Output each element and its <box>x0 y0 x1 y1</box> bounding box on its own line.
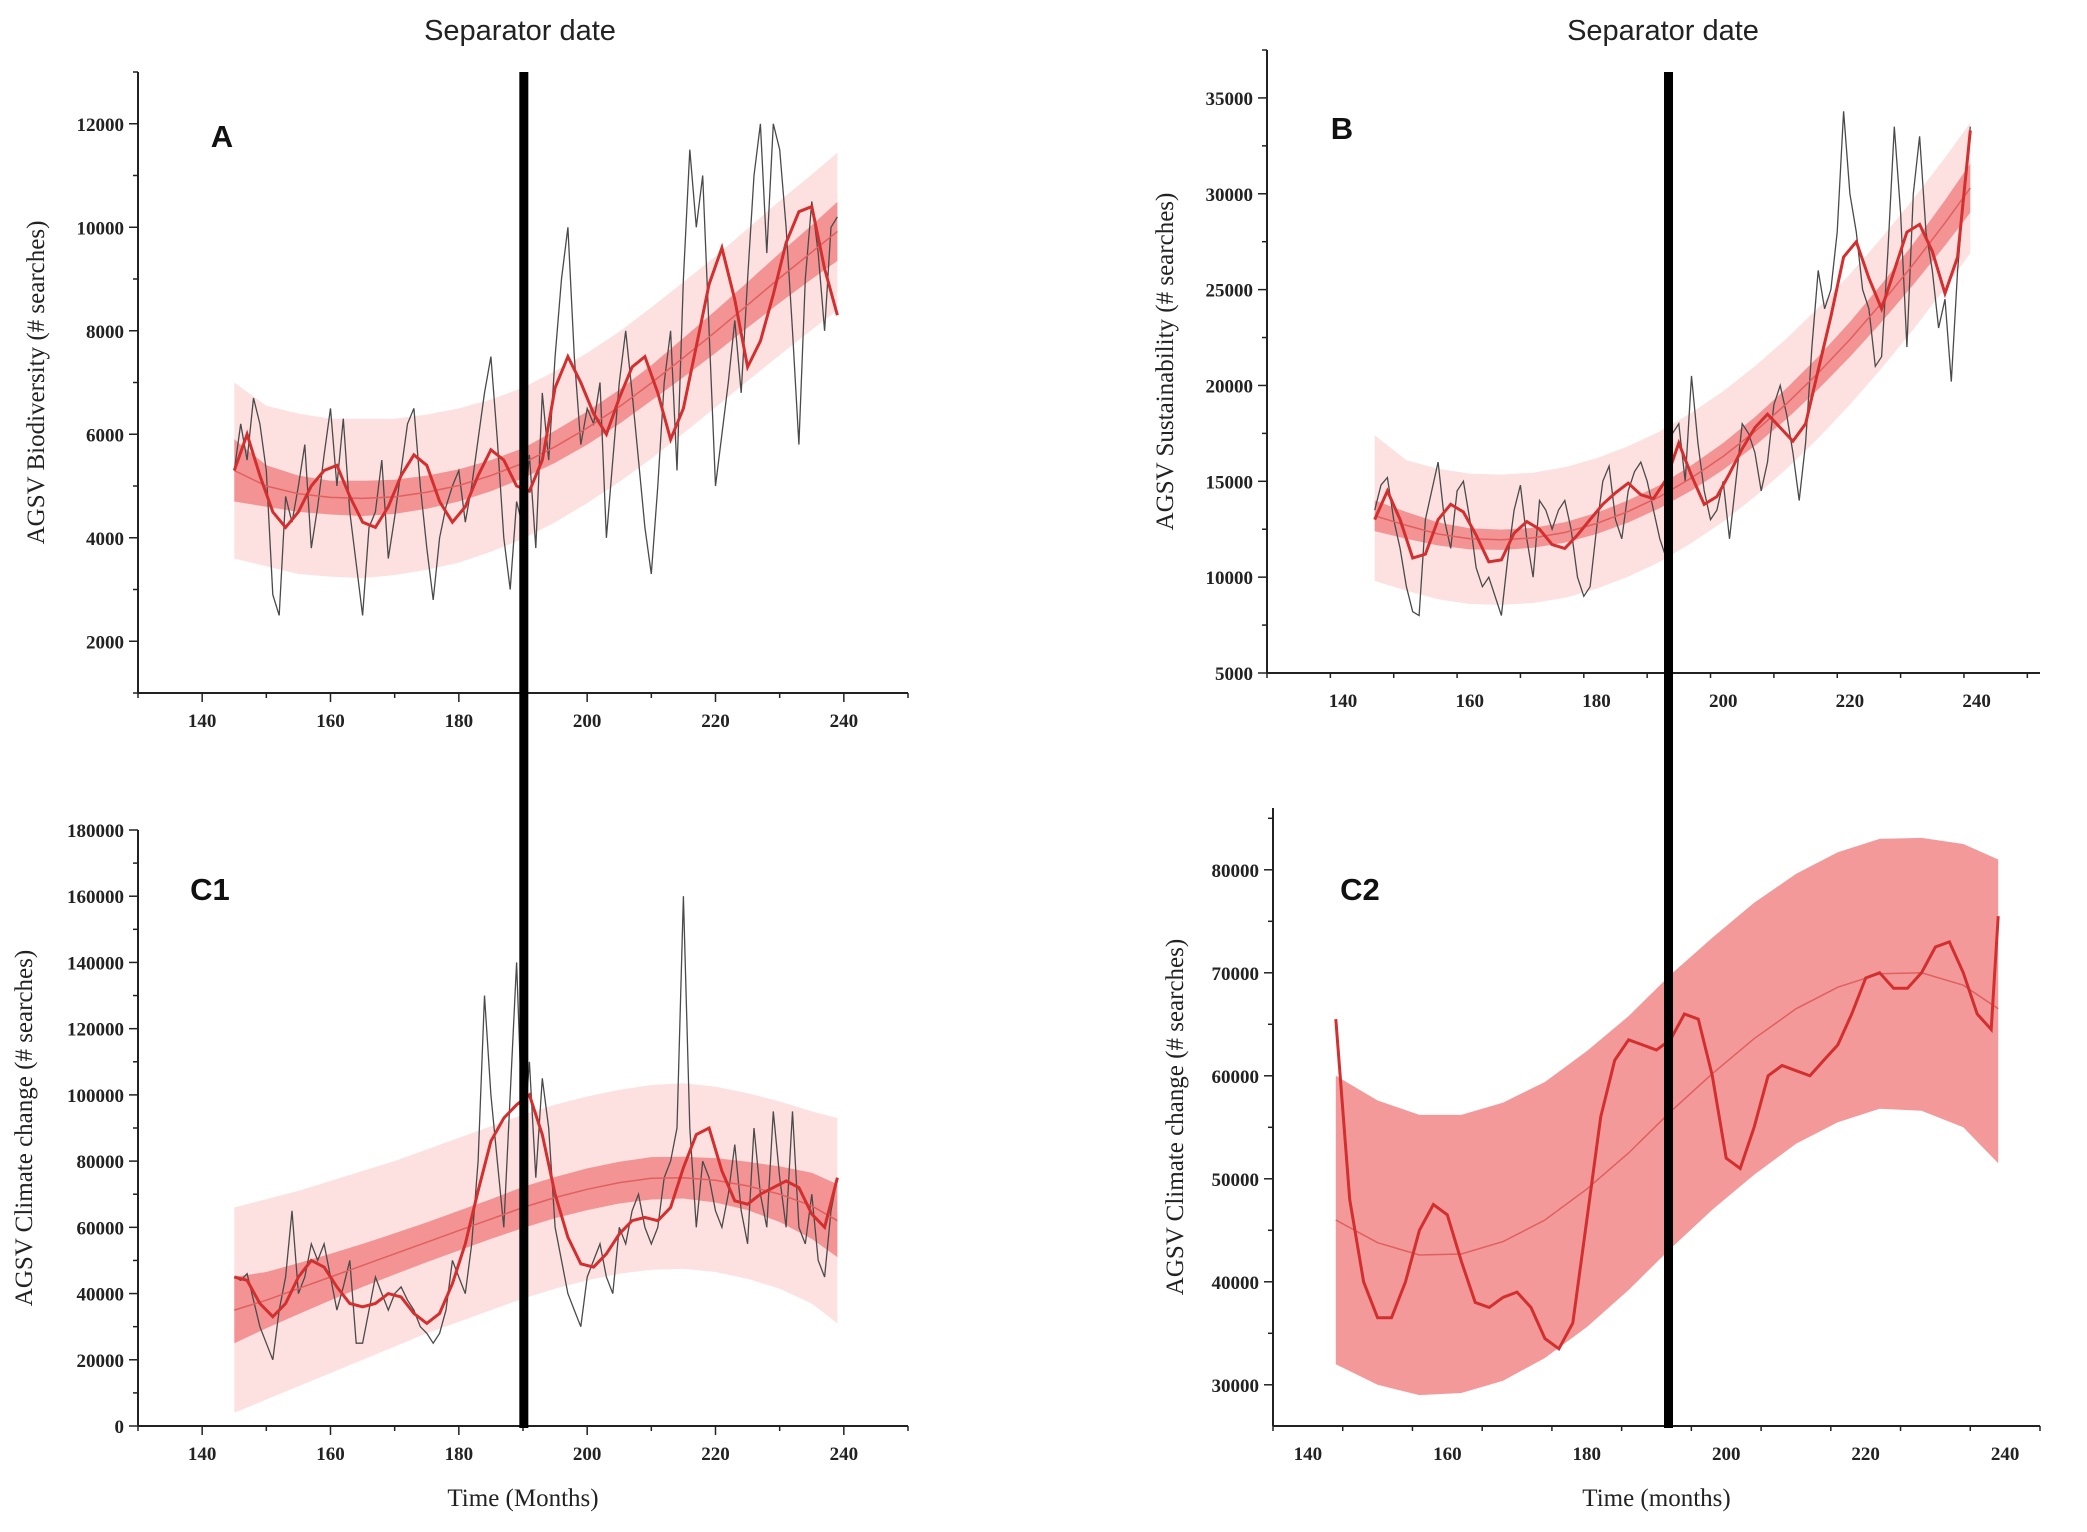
b-y-axis-title: AGSV Sustainability (# searches) <box>1152 193 1179 531</box>
b-fit-line <box>1374 187 1971 541</box>
a-smoothed-series-line <box>232 204 839 530</box>
c2-y-tick-label: 50000 <box>1212 1170 1260 1191</box>
a-y-axis-title: AGSV Biodiversity (# searches) <box>23 221 50 545</box>
c1-y-tick-label: 180000 <box>67 821 124 842</box>
b-y-tick-label: 30000 <box>1206 185 1254 206</box>
c1-fit-line <box>234 1176 838 1311</box>
c2-x-tick-label: 140 <box>1294 1444 1323 1465</box>
a-x-tick-label: 200 <box>573 711 602 732</box>
a-y-tick-label: 2000 <box>86 632 124 653</box>
a-y-tick-label: 12000 <box>77 115 125 136</box>
c1-y-tick-label: 20000 <box>77 1351 125 1372</box>
c1-y-tick-label: 80000 <box>77 1152 125 1173</box>
b-y-tick-label: 35000 <box>1206 89 1254 110</box>
c2-y-tick-label: 70000 <box>1212 964 1260 985</box>
b-x-tick-label: 240 <box>1962 691 1991 712</box>
c2-x-tick-label: 180 <box>1573 1444 1602 1465</box>
b-panel-label: B <box>1331 111 1353 146</box>
b-y-tick-label: 25000 <box>1206 281 1254 302</box>
a-y-tick-label: 10000 <box>77 218 125 239</box>
b-y-tick-label: 5000 <box>1215 664 1253 685</box>
a-prediction-band <box>234 152 838 579</box>
c2-panel-label: C2 <box>1340 872 1380 907</box>
separator-date-label-left: Separator date <box>424 15 616 47</box>
a-raw-series-line <box>233 123 838 616</box>
c1-y-tick-label: 40000 <box>77 1285 125 1306</box>
panel-c2-chart: 140 160 180 200 220 240 30000 40000 50000 60000 70… <box>1162 808 2041 1512</box>
c1-x-tick-label: 180 <box>445 1444 474 1465</box>
c2-x-tick-label: 220 <box>1851 1444 1880 1465</box>
c2-x-tick-label: 200 <box>1712 1444 1741 1465</box>
a-y-tick-label: 4000 <box>86 529 124 550</box>
c1-x-tick-label: 140 <box>188 1444 217 1465</box>
a-x-tick-label: 140 <box>188 711 217 732</box>
c1-panel-label: C1 <box>190 872 230 907</box>
c2-y-axis-title: AGSV Climate change (# searches) <box>1162 939 1189 1295</box>
c1-y-tick-label: 160000 <box>67 887 124 908</box>
separator-date-label-right: Separator date <box>1567 15 1759 47</box>
c2-y-tick-label: 80000 <box>1212 861 1260 882</box>
panel-c1-chart: 140 160 180 200 220 240 0 20000 40000 60000 80000 1… <box>11 821 909 1512</box>
c1-y-tick-label: 140000 <box>67 953 124 974</box>
c1-x-axis-title: Time (Months) <box>447 1485 598 1512</box>
a-confidence-band <box>234 201 838 516</box>
c1-y-axis-title: AGSV Climate change (# searches) <box>11 950 38 1306</box>
c2-x-tick-label: 160 <box>1433 1444 1462 1465</box>
a-x-tick-label: 180 <box>445 711 474 732</box>
a-x-tick-label: 160 <box>316 711 345 732</box>
b-y-tick-label: 20000 <box>1206 376 1254 397</box>
c1-confidence-band <box>234 1156 838 1344</box>
c2-y-tick-label: 40000 <box>1212 1273 1260 1294</box>
c1-y-tick-label: 100000 <box>67 1086 124 1107</box>
a-y-tick-label: 6000 <box>86 425 124 446</box>
c2-y-tick-label: 60000 <box>1212 1067 1260 1088</box>
a-fit-line <box>233 230 838 500</box>
c2-y-tick-label: 30000 <box>1212 1376 1260 1397</box>
c1-raw-series-line <box>234 896 839 1361</box>
b-x-tick-label: 220 <box>1836 691 1865 712</box>
b-prediction-band <box>1374 122 1971 605</box>
c1-y-tick-label: 60000 <box>77 1218 125 1239</box>
c1-y-tick-label: 120000 <box>67 1020 124 1041</box>
c2-x-axis-title: Time (months) <box>1582 1485 1730 1512</box>
b-x-tick-label: 140 <box>1329 691 1358 712</box>
c1-x-tick-label: 220 <box>701 1444 730 1465</box>
panel-a-chart: 140 160 180 200 220 240 2000 4000 6000 8000 10000 1… <box>23 71 909 732</box>
a-x-tick-label: 220 <box>701 711 730 732</box>
c1-x-tick-label: 160 <box>316 1444 345 1465</box>
b-y-tick-label: 15000 <box>1206 472 1254 493</box>
b-x-tick-label: 180 <box>1582 691 1611 712</box>
a-y-tick-label: 8000 <box>86 322 124 343</box>
c2-x-tick-label: 240 <box>1991 1444 2020 1465</box>
a-panel-label: A <box>211 119 233 154</box>
c1-x-tick-label: 240 <box>830 1444 859 1465</box>
c1-x-tick-label: 200 <box>573 1444 602 1465</box>
c1-smoothed-series-line <box>233 1092 839 1326</box>
a-x-tick-label: 240 <box>830 711 859 732</box>
b-x-tick-label: 160 <box>1456 691 1485 712</box>
b-x-tick-label: 200 <box>1709 691 1738 712</box>
c1-y-tick-label: 0 <box>115 1417 125 1438</box>
b-y-tick-label: 10000 <box>1206 568 1254 589</box>
panel-b-chart: 140 160 180 200 220 240 5000 10000 15000 20000 250… <box>1152 49 2040 712</box>
